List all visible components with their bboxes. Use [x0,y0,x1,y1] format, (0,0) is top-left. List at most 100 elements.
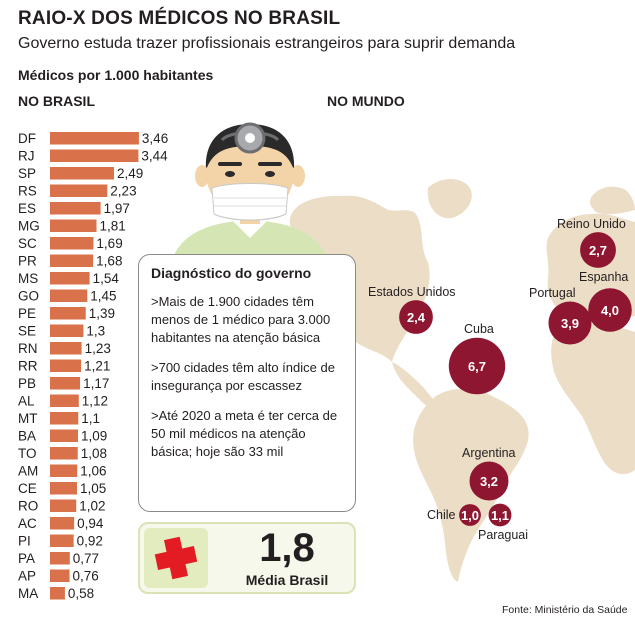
country-label-cuba: Cuba [464,322,494,336]
country-label-estados-unidos: Estados Unidos [368,285,456,299]
section-brazil-label: NO BRASIL [18,93,95,109]
state-label-es: ES [18,201,36,216]
bubble-value-espanha: 4,0 [601,303,619,318]
diagnostico-item-3: >Até 2020 a meta é ter cerca de 50 mil m… [151,408,338,459]
value-label-es: 1,97 [104,201,130,216]
state-label-pa: PA [18,551,35,566]
bar-ba [50,429,79,442]
value-label-pr: 1,68 [96,254,122,269]
bubble-portugal [548,301,592,345]
value-label-ro: 1,02 [79,499,105,514]
bar-al [50,394,79,407]
value-label-am: 1,06 [80,464,106,479]
source-note: Fonte: Ministério da Saúde [502,604,628,616]
state-label-sc: SC [18,236,37,251]
bar-rn [50,342,82,355]
section-world-label: NO MUNDO [327,93,405,109]
value-label-pa: 0,77 [73,551,99,566]
state-label-rn: RN [18,341,38,356]
state-label-mt: MT [18,411,38,426]
bar-sp [50,167,114,180]
bar-mt [50,412,79,425]
bar-pa [50,552,70,565]
bar-ma [50,587,65,600]
bubble-layer: 2,4 Estados Unidos 6,7 Cuba 2,7 Reino Unido 3,… [368,217,632,542]
value-label-rj: 3,44 [141,149,168,164]
diagnostico-box: Diagnóstico do governo >Mais de 1.900 ci… [138,254,356,512]
bar-go [50,289,88,302]
bar-pi [50,534,74,547]
state-label-rr: RR [18,359,38,374]
value-label-ap: 0,76 [73,569,99,584]
chart-title: RAIO-X DOS MÉDICOS NO BRASIL [18,8,341,29]
state-label-ms: MS [18,271,38,286]
average-value: 1,8 [259,526,315,570]
country-label-reino-unido: Reino Unido [557,217,626,231]
state-label-pr: PR [18,254,37,269]
bar-am [50,464,78,477]
bar-layer: DF 3,46 RJ 3,44 SP 2,49 RS 2,23 ES 1,97 MG 1,81 SC 1,… [18,131,168,601]
doctor-ear-right [291,165,305,187]
bar-df [50,132,139,145]
bar-pr [50,254,94,267]
bubble-espanha [588,288,632,332]
bar-rs [50,184,108,197]
state-label-ac: AC [18,516,37,531]
value-label-ma: 0,58 [68,586,94,601]
value-label-ms: 1,54 [93,271,120,286]
state-label-al: AL [18,394,35,409]
chart-subtitle: Governo estuda trazer profissionais estr… [18,35,516,52]
diagnostico-item-1: >Mais de 1.900 cidades têm menos de 1 mé… [151,294,331,345]
bubble-value-reino-unido: 2,7 [589,243,607,258]
state-label-sp: SP [18,166,36,181]
country-label-chile: Chile [427,508,456,522]
bar-ro [50,499,77,512]
value-label-ba: 1,09 [81,429,107,444]
bubble-value-portugal: 3,9 [561,316,579,331]
bar-ms [50,272,90,285]
bar-pb [50,377,81,390]
state-label-ap: AP [18,569,36,584]
state-label-pb: PB [18,376,36,391]
bar-rj [50,149,139,162]
state-label-ma: MA [18,586,38,601]
value-label-rs: 2,23 [110,184,136,199]
value-label-rr: 1,21 [84,359,110,374]
bar-to [50,447,78,460]
bubble-paraguai [488,503,512,527]
average-box: 1,8 Média Brasil [138,522,356,594]
value-label-pe: 1,39 [89,306,115,321]
red-cross-icon [154,536,198,580]
bubble-value-chile: 1,0 [461,508,479,523]
bar-ce [50,482,77,495]
bubble-argentina [469,461,509,501]
state-label-go: GO [18,289,39,304]
bubble-value-argentina: 3,2 [480,474,498,489]
bar-mg [50,219,97,232]
value-label-pb: 1,17 [83,376,109,391]
value-label-df: 3,46 [142,131,168,146]
doctor-ear-left [195,165,209,187]
country-label-argentina: Argentina [462,446,516,460]
brazil-bar-chart: DF 3,46 RJ 3,44 SP 2,49 RS 2,23 ES 1,97 MG 1,81 SC 1,… [18,131,168,601]
metric-label: Médicos por 1.000 habitantes [18,67,214,83]
value-label-to: 1,08 [81,446,107,461]
diagnostico-title: Diagnóstico do governo [151,265,312,281]
bar-pe [50,307,86,320]
bubble-reino-unido [580,232,616,268]
bubble-chile [459,504,481,526]
value-label-ce: 1,05 [80,481,106,496]
bubble-cuba [448,337,506,395]
value-label-se: 1,3 [86,324,105,339]
diagnostico-item-2: >700 cidades têm alto índice de insegura… [151,360,335,393]
bubble-value-estados-unidos: 2,4 [407,310,426,325]
state-label-df: DF [18,131,36,146]
bubble-value-paraguai: 1,1 [491,508,509,523]
state-label-rj: RJ [18,149,35,164]
state-label-ce: CE [18,481,37,496]
bubble-estados-unidos [399,300,433,334]
average-label: Média Brasil [245,572,329,588]
country-label-portugal: Portugal [529,286,576,300]
value-label-rn: 1,23 [85,341,111,356]
